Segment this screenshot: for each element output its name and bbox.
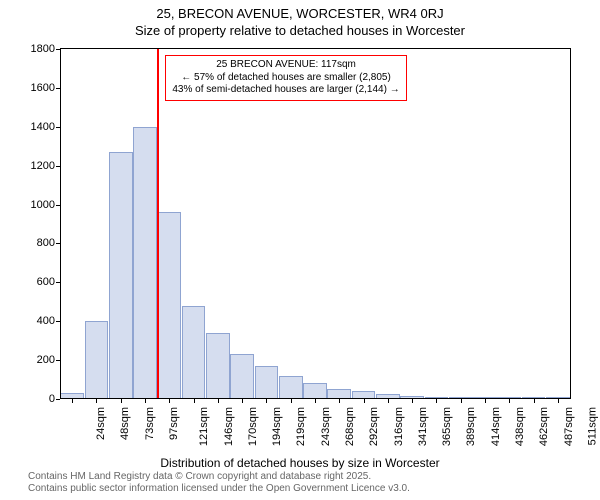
- x-axis-line: [60, 398, 570, 399]
- x-tick-mark: [461, 399, 462, 403]
- footnote: Contains HM Land Registry data © Crown c…: [28, 471, 410, 495]
- x-tick-mark: [218, 399, 219, 403]
- histogram-bar: [182, 306, 206, 399]
- reference-line: [157, 49, 159, 399]
- chart-subtitle: Size of property relative to detached ho…: [0, 21, 600, 38]
- x-tick-label: 268sqm: [344, 407, 356, 446]
- y-tick-label: 600: [20, 276, 55, 288]
- x-tick-label: 438sqm: [514, 407, 526, 446]
- x-tick-label: 341sqm: [417, 407, 429, 446]
- x-tick-mark: [169, 399, 170, 403]
- x-tick-label: 194sqm: [271, 407, 283, 446]
- x-tick-mark: [485, 399, 486, 403]
- x-tick-label: 121sqm: [198, 407, 210, 446]
- annotation-line3: 43% of semi-detached houses are larger (…: [172, 84, 399, 97]
- y-tick-label: 0: [20, 393, 55, 405]
- footnote-line2: Contains public sector information licen…: [28, 483, 410, 495]
- x-tick-mark: [534, 399, 535, 403]
- annotation-box: 25 BRECON AVENUE: 117sqm← 57% of detache…: [165, 55, 406, 101]
- x-tick-mark: [364, 399, 365, 403]
- histogram-bar: [230, 354, 254, 399]
- histogram-bar: [85, 321, 109, 399]
- y-axis-line: [60, 49, 61, 399]
- histogram-bar: [206, 333, 230, 399]
- x-tick-mark: [291, 399, 292, 403]
- y-tick-label: 400: [20, 315, 55, 327]
- x-tick-mark: [145, 399, 146, 403]
- x-tick-mark: [266, 399, 267, 403]
- chart-container: 25, BRECON AVENUE, WORCESTER, WR4 0RJ Si…: [0, 0, 600, 500]
- x-tick-mark: [339, 399, 340, 403]
- x-tick-label: 170sqm: [247, 407, 259, 446]
- chart-title: 25, BRECON AVENUE, WORCESTER, WR4 0RJ: [0, 0, 600, 21]
- y-tick-label: 800: [20, 237, 55, 249]
- x-tick-mark: [194, 399, 195, 403]
- annotation-line1: 25 BRECON AVENUE: 117sqm: [172, 59, 399, 72]
- x-tick-mark: [412, 399, 413, 403]
- histogram-bar: [157, 212, 181, 399]
- y-tick-mark: [56, 399, 60, 400]
- y-tick-label: 1600: [20, 82, 55, 94]
- histogram-bar: [303, 383, 327, 399]
- plot-area: 02004006008001000120014001600180024sqm48…: [60, 48, 571, 399]
- footnote-line1: Contains HM Land Registry data © Crown c…: [28, 471, 410, 483]
- x-tick-label: 97sqm: [168, 407, 180, 440]
- x-tick-label: 462sqm: [538, 407, 550, 446]
- x-tick-label: 73sqm: [144, 407, 156, 440]
- histogram-bar: [255, 366, 279, 399]
- x-tick-mark: [242, 399, 243, 403]
- x-tick-label: 487sqm: [563, 407, 575, 446]
- x-tick-mark: [558, 399, 559, 403]
- x-tick-mark: [436, 399, 437, 403]
- x-tick-label: 316sqm: [393, 407, 405, 446]
- x-tick-label: 365sqm: [441, 407, 453, 446]
- x-tick-label: 511sqm: [586, 407, 598, 445]
- x-tick-label: 219sqm: [296, 407, 308, 446]
- histogram-bar: [109, 152, 133, 399]
- annotation-line2: ← 57% of detached houses are smaller (2,…: [172, 72, 399, 85]
- y-tick-label: 1000: [20, 199, 55, 211]
- x-tick-mark: [509, 399, 510, 403]
- y-tick-label: 200: [20, 354, 55, 366]
- x-tick-label: 389sqm: [466, 407, 478, 446]
- x-tick-label: 292sqm: [368, 407, 380, 446]
- x-tick-label: 48sqm: [119, 407, 131, 440]
- y-tick-label: 1400: [20, 121, 55, 133]
- x-tick-label: 24sqm: [95, 407, 107, 440]
- x-tick-mark: [315, 399, 316, 403]
- x-tick-label: 146sqm: [223, 407, 235, 446]
- x-tick-label: 243sqm: [320, 407, 332, 446]
- x-tick-mark: [121, 399, 122, 403]
- x-axis-label: Distribution of detached houses by size …: [0, 456, 600, 470]
- histogram-bar: [133, 127, 157, 399]
- y-tick-label: 1200: [20, 160, 55, 172]
- x-tick-mark: [96, 399, 97, 403]
- histogram-bar: [279, 376, 303, 399]
- x-tick-mark: [388, 399, 389, 403]
- y-tick-label: 1800: [20, 43, 55, 55]
- x-tick-label: 414sqm: [490, 407, 502, 446]
- x-tick-mark: [72, 399, 73, 403]
